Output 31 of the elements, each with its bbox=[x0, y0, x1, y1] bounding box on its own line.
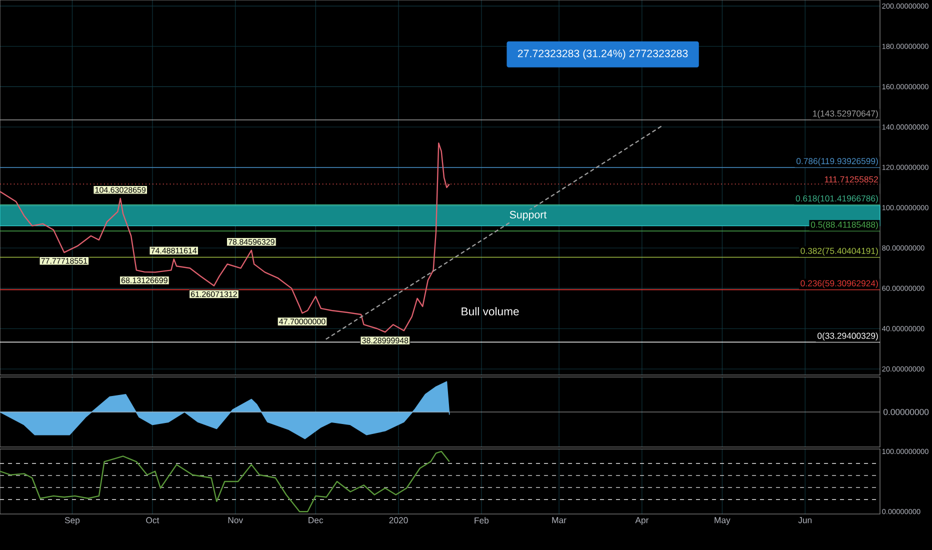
ref-line-label: 0.786(119.93926599) bbox=[796, 158, 878, 166]
annotation: 77.77718551 bbox=[41, 258, 88, 264]
x-tick-label: Oct bbox=[146, 517, 160, 524]
ref-line-label: 1(143.52970647) bbox=[813, 110, 878, 118]
x-tick-label: Feb bbox=[474, 517, 489, 524]
annotation: 27.72323283 (31.24%) 2772323283 bbox=[518, 49, 688, 60]
ref-line-label: 0.382(75.40404191) bbox=[800, 248, 878, 256]
annotation: Bull volume bbox=[462, 307, 519, 316]
annotation: 74.48811614 bbox=[151, 248, 197, 254]
x-tick-label: Jun bbox=[798, 517, 812, 524]
band-label: Support bbox=[510, 210, 547, 221]
x-tick-label: May bbox=[714, 517, 730, 525]
x-tick-label: Mar bbox=[552, 517, 566, 524]
x-tick-label: Sep bbox=[64, 517, 80, 526]
x-tick-label: Apr bbox=[635, 517, 649, 525]
ref-line-label: 0.236(59.30962924) bbox=[800, 280, 878, 288]
line-series bbox=[0, 142, 450, 333]
ref-line-label: 0.618(101.41966786) bbox=[796, 195, 878, 204]
ref-line-label: 0.5(88.41185488) bbox=[810, 221, 878, 230]
ref-line-label: 0(33.29400329) bbox=[818, 332, 878, 341]
annotation: 38.28999948 bbox=[362, 338, 408, 344]
annotation: 47.70000000 bbox=[279, 318, 326, 324]
annotation: 61.26071312 bbox=[191, 291, 237, 298]
ref-line-label: 111.71255852 bbox=[824, 176, 878, 182]
x-tick-label: 2020 bbox=[389, 517, 408, 524]
x-tick-label: Dec bbox=[308, 517, 324, 524]
line-series bbox=[0, 450, 450, 512]
annotation: 78.84596329 bbox=[228, 239, 274, 245]
annotation: 68.13126699 bbox=[121, 278, 168, 284]
annotation: 104.63028659 bbox=[95, 187, 146, 193]
x-tick-label: Nov bbox=[228, 517, 244, 524]
